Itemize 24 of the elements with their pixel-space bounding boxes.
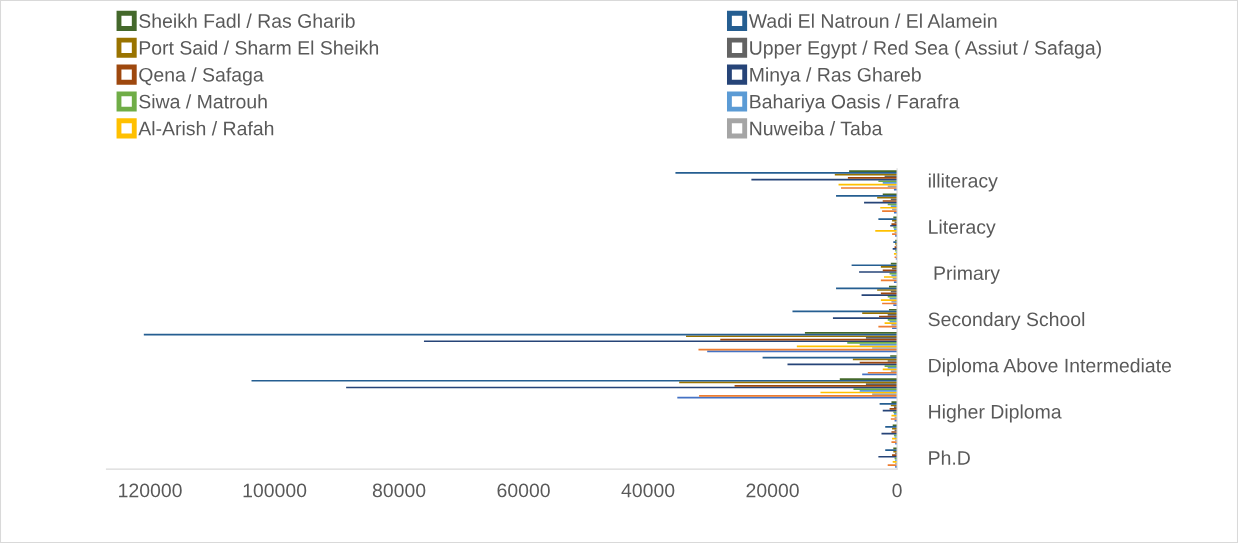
x-tick-label: 120000 [119, 483, 182, 498]
legend-label: Port Said / Sharm El Sheikh [139, 40, 379, 55]
x-tick-label: 100000 [243, 483, 307, 498]
y-tick-label: Diploma Above Intermediate [929, 358, 1172, 377]
y-tick-label: illiteracy [928, 173, 998, 192]
legend-label: Nuweiba / Taba [750, 121, 883, 136]
legend-label: Bahariya Oasis / Farafra [750, 94, 960, 113]
legend-label: Qena / Safaga [139, 67, 264, 86]
legend-label: Siwa / Matrouh [139, 94, 267, 109]
y-tick-label: Secondary School [928, 311, 1085, 331]
legend-label: Minya / Ras Ghareb [750, 67, 921, 86]
x-tick-label: 0 [892, 483, 902, 498]
y-tick-label: Ph.D [929, 450, 970, 465]
legend-label: Upper Egypt / Red Sea ( Assiut / Safaga) [750, 40, 1101, 59]
y-tick-label: Primary [934, 265, 1000, 284]
x-tick-label: 40000 [621, 483, 675, 498]
y-tick-label: Higher Diploma [929, 404, 1062, 423]
x-tick-label: 80000 [372, 483, 426, 498]
legend-label: Wadi El Natroun / El Alamein [748, 13, 997, 28]
legend-label: Al-Arish / Rafah [138, 121, 274, 136]
y-tick-label: Literacy [929, 219, 996, 238]
legend-label: Sheikh Fadl / Ras Gharib [139, 13, 355, 28]
x-tick-label: 20000 [746, 483, 799, 498]
x-tick-label: 60000 [497, 483, 550, 498]
